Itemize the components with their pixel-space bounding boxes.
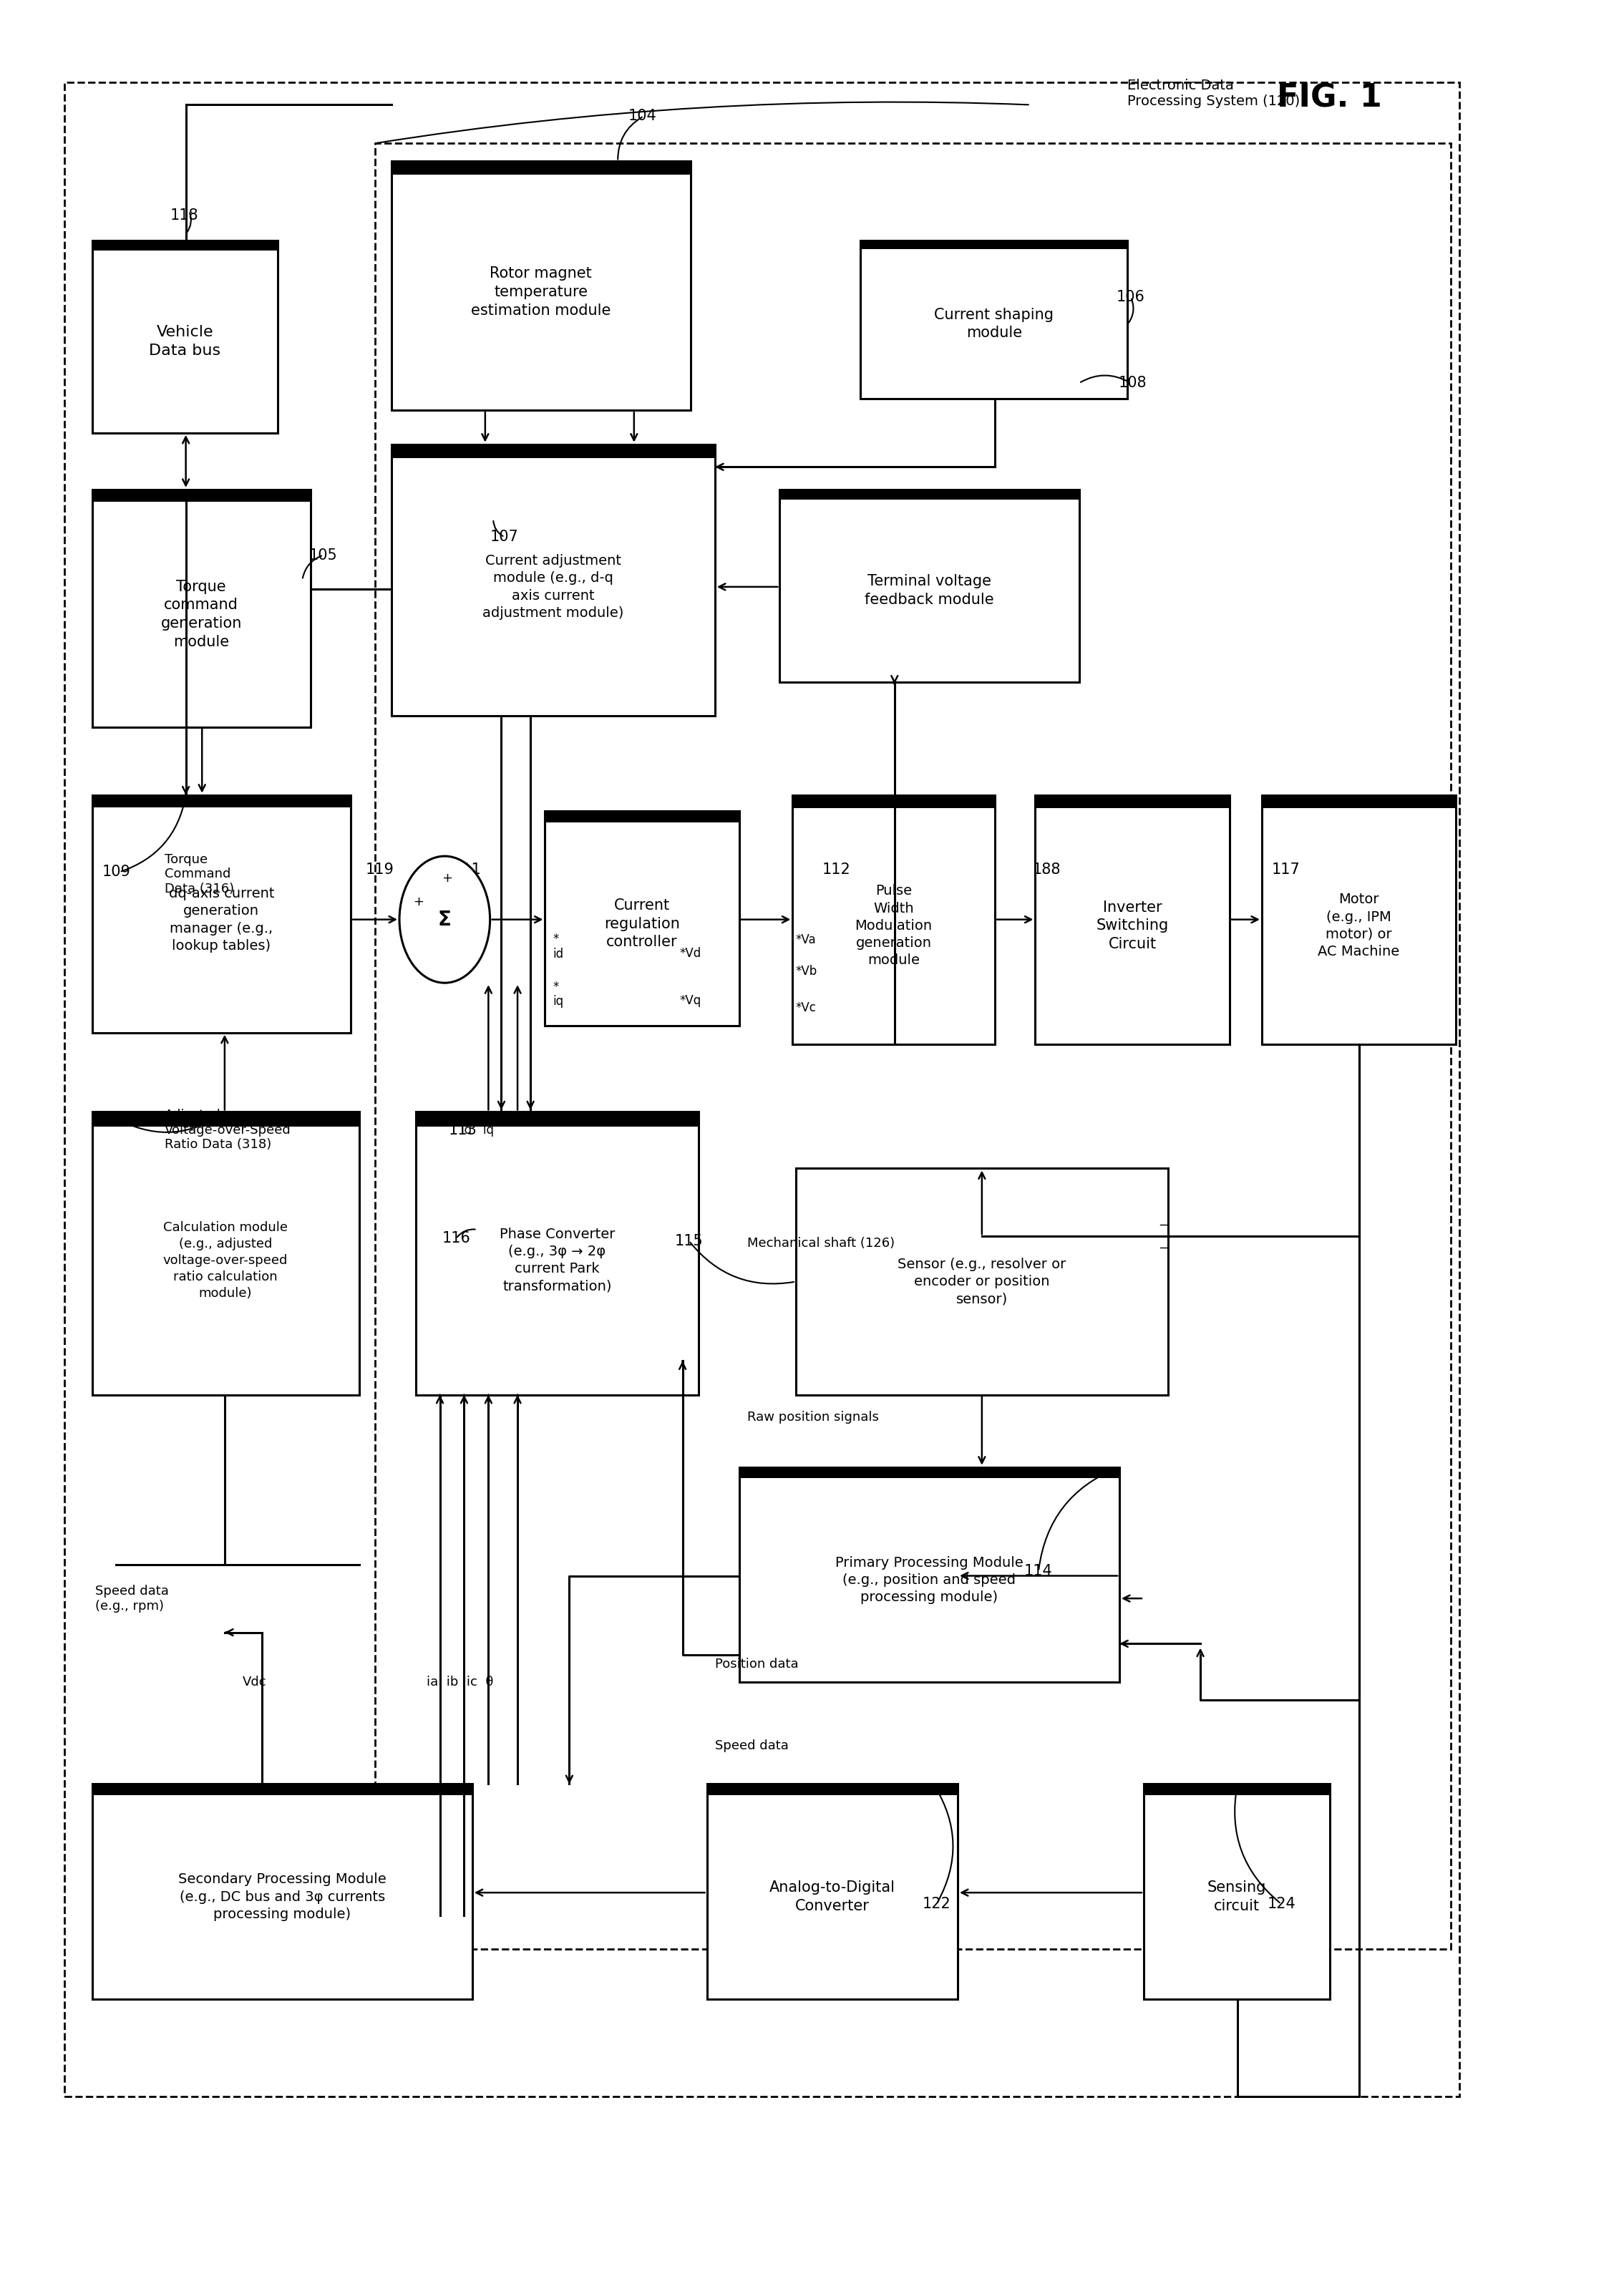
Text: Torque
command
generation
module: Torque command generation module: [161, 579, 242, 649]
Text: ia  ib  ic  θ: ia ib ic θ: [427, 1677, 494, 1688]
Text: 118: 118: [171, 209, 198, 222]
Text: *Vc: *Vc: [796, 1001, 817, 1014]
Text: 107: 107: [490, 531, 518, 545]
Bar: [739, 1468, 1119, 1479]
Text: 110: 110: [102, 1114, 130, 1128]
Bar: [780, 490, 1078, 499]
Bar: [391, 445, 715, 715]
Text: 116: 116: [442, 1232, 471, 1246]
Bar: [93, 1783, 473, 1795]
Text: Torque
Command
Data (316): Torque Command Data (316): [164, 853, 234, 896]
Bar: [93, 1783, 473, 1999]
Text: Terminal voltage
feedback module: Terminal voltage feedback module: [864, 574, 994, 606]
Bar: [796, 1169, 1168, 1395]
Text: Current adjustment
module (e.g., d-q
axis current
adjustment module): Current adjustment module (e.g., d-q axi…: [482, 554, 624, 619]
Bar: [93, 1112, 359, 1395]
Text: Pulse
Width
Modulation
generation
module: Pulse Width Modulation generation module: [854, 885, 932, 967]
Bar: [739, 1468, 1119, 1681]
Bar: [780, 490, 1078, 683]
Text: 188: 188: [1033, 862, 1060, 876]
Text: 104: 104: [628, 109, 656, 123]
Text: Primary Processing Module
(e.g., position and speed
processing module): Primary Processing Module (e.g., positio…: [835, 1557, 1023, 1604]
Bar: [65, 82, 1460, 2097]
Text: dq-axis current
generation
manager (e.g.,
lookup tables): dq-axis current generation manager (e.g.…: [169, 887, 274, 953]
Bar: [391, 445, 715, 458]
Text: id   iq: id iq: [461, 1123, 494, 1137]
Text: Sensing
circuit: Sensing circuit: [1207, 1881, 1267, 1913]
Text: Electronic Data
Processing System (120): Electronic Data Processing System (120): [1127, 79, 1301, 109]
Text: *Vd: *Vd: [679, 946, 702, 960]
Text: 113: 113: [448, 1123, 477, 1137]
Bar: [706, 1783, 958, 1999]
Text: 115: 115: [676, 1234, 703, 1248]
Text: 109: 109: [102, 864, 130, 878]
Bar: [416, 1112, 698, 1395]
Text: Raw position signals: Raw position signals: [747, 1411, 879, 1425]
Bar: [861, 241, 1127, 399]
Text: 105: 105: [309, 549, 338, 563]
Text: Analog-to-Digital
Converter: Analog-to-Digital Converter: [770, 1881, 895, 1913]
Bar: [93, 1112, 359, 1128]
Bar: [93, 490, 310, 501]
Bar: [93, 241, 278, 433]
Text: Calculation module
(e.g., adjusted
voltage-over-speed
ratio calculation
module): Calculation module (e.g., adjusted volta…: [162, 1221, 287, 1300]
Text: Σ: Σ: [438, 910, 451, 930]
Text: Motor
(e.g., IPM
motor) or
AC Machine: Motor (e.g., IPM motor) or AC Machine: [1319, 894, 1400, 958]
Text: 108: 108: [1119, 377, 1147, 390]
Text: 117: 117: [1272, 862, 1301, 876]
Text: *Vb: *Vb: [796, 964, 817, 978]
Text: 114: 114: [1025, 1563, 1052, 1579]
Circle shape: [400, 855, 490, 982]
Bar: [793, 794, 996, 808]
Text: Current shaping
module: Current shaping module: [934, 306, 1054, 340]
Text: 122: 122: [922, 1897, 950, 1910]
Text: Speed data
(e.g., rpm): Speed data (e.g., rpm): [96, 1584, 169, 1613]
Text: +: +: [412, 896, 424, 908]
Bar: [93, 794, 351, 808]
Text: Speed data: Speed data: [715, 1738, 789, 1752]
Bar: [93, 241, 278, 250]
Text: 124: 124: [1267, 1897, 1296, 1910]
Text: Vdc: Vdc: [242, 1677, 266, 1688]
Text: *Vq: *Vq: [679, 994, 702, 1007]
Bar: [1262, 794, 1457, 808]
Bar: [93, 490, 310, 726]
Text: Secondary Processing Module
(e.g., DC bus and 3φ currents
processing module): Secondary Processing Module (e.g., DC bu…: [179, 1872, 387, 1922]
Text: 119: 119: [365, 862, 395, 876]
Bar: [391, 161, 690, 411]
Bar: [793, 794, 996, 1044]
Bar: [1262, 794, 1457, 1044]
Text: Vehicle
Data bus: Vehicle Data bus: [149, 324, 221, 359]
Text: +: +: [442, 871, 453, 885]
Text: Inverter
Switching
Circuit: Inverter Switching Circuit: [1096, 901, 1169, 951]
Bar: [1143, 1783, 1330, 1999]
Text: Rotor magnet
temperature
estimation module: Rotor magnet temperature estimation modu…: [471, 265, 611, 318]
Bar: [93, 794, 351, 1032]
Bar: [1034, 794, 1229, 808]
Text: FIG. 1: FIG. 1: [1276, 82, 1382, 113]
Bar: [1034, 794, 1229, 1044]
Text: 111: 111: [453, 862, 482, 876]
Bar: [1143, 1783, 1330, 1795]
Bar: [391, 161, 690, 175]
Text: Position data: Position data: [715, 1659, 799, 1670]
Text: 106: 106: [1116, 290, 1145, 304]
Bar: [861, 241, 1127, 250]
Text: Adjusted
Voltage-over-Speed
Ratio Data (318): Adjusted Voltage-over-Speed Ratio Data (…: [164, 1110, 291, 1150]
Bar: [375, 143, 1452, 1949]
Text: 112: 112: [822, 862, 851, 876]
Text: Current
regulation
controller: Current regulation controller: [604, 899, 680, 948]
Text: Mechanical shaft (126): Mechanical shaft (126): [747, 1237, 895, 1250]
Text: Phase Converter
(e.g., 3φ → 2φ
current Park
transformation): Phase Converter (e.g., 3φ → 2φ current P…: [500, 1228, 615, 1293]
Text: Sensor (e.g., resolver or
encoder or position
sensor): Sensor (e.g., resolver or encoder or pos…: [898, 1257, 1065, 1305]
Bar: [706, 1783, 958, 1795]
Bar: [416, 1112, 698, 1128]
Bar: [546, 810, 739, 821]
Text: *
id: * id: [554, 933, 564, 960]
Text: *Va: *Va: [796, 933, 817, 946]
Text: *
iq: * iq: [554, 980, 564, 1007]
Bar: [546, 810, 739, 1026]
